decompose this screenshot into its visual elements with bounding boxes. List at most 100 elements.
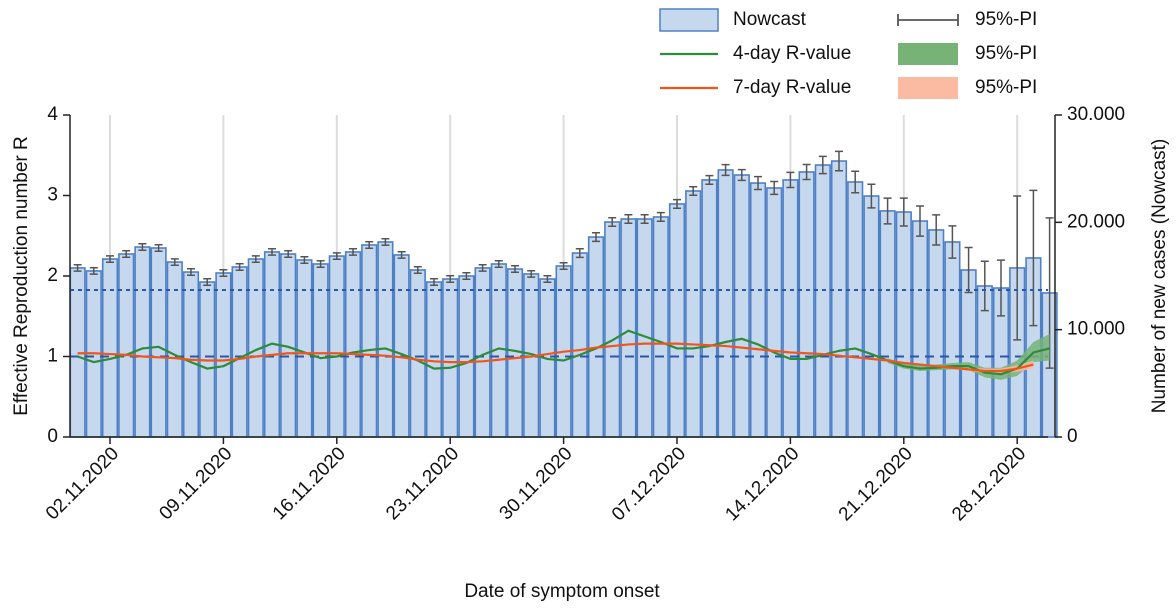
error-bar (462, 272, 471, 280)
error-bar (268, 247, 276, 256)
legend-label: 95%-PI (975, 9, 1037, 30)
error-bar (835, 150, 843, 172)
error-bar (73, 263, 82, 272)
error-bar (154, 244, 163, 252)
error-bar (624, 213, 633, 225)
error-bar (494, 260, 503, 268)
error-bar (138, 243, 147, 251)
bar (863, 195, 880, 438)
error-bar (1013, 195, 1022, 341)
bar (960, 269, 977, 438)
bar (506, 268, 524, 438)
bar (231, 266, 248, 438)
error-bar (397, 250, 406, 259)
error-bar (122, 250, 131, 258)
error-bar (332, 252, 341, 261)
bar (166, 261, 183, 438)
bar (879, 210, 896, 438)
bar (782, 179, 799, 438)
bar (911, 220, 929, 438)
x-tick-label: 21.12.2020 (835, 443, 917, 525)
bar (393, 254, 410, 438)
error-bar (673, 198, 681, 210)
error-bar (802, 163, 811, 181)
error-bar (980, 260, 989, 312)
x-tick-label: 23.11.2020 (382, 443, 463, 524)
legend-label: 4-day R-value (733, 43, 851, 64)
bar (571, 252, 588, 438)
legend-label: 95%-PI (975, 77, 1037, 98)
bar (766, 187, 783, 438)
bar (636, 218, 653, 438)
bar (425, 281, 443, 438)
x-tick-label: 09.11.2020 (155, 443, 236, 524)
bar (150, 247, 167, 438)
error-bar (1029, 189, 1038, 327)
bar (798, 171, 815, 438)
error-bar (413, 266, 422, 274)
error-bar (219, 269, 228, 277)
y-tick-label: 4 (47, 104, 58, 125)
y2-tick-label: 10.000 (1067, 319, 1125, 340)
error-bar (381, 238, 390, 246)
error-bar (867, 183, 876, 209)
error-bar (592, 231, 600, 243)
error-bar (235, 263, 244, 271)
error-bar (170, 258, 179, 267)
error-bar (754, 175, 762, 191)
error-bar (786, 171, 795, 189)
x-tick-label: 02.11.2020 (42, 443, 123, 524)
bar (361, 244, 378, 438)
error-bar (446, 275, 455, 283)
x-tick-label: 30.11.2020 (496, 443, 577, 524)
x-tick-label: 14.12.2020 (721, 443, 803, 525)
y2-tick-label: 0 (1067, 426, 1078, 447)
error-bar (300, 256, 309, 264)
error-bar (251, 255, 260, 264)
error-bar (575, 247, 584, 259)
bar (182, 271, 200, 438)
error-bar (316, 260, 325, 268)
bar (749, 182, 767, 438)
bar (604, 221, 621, 438)
bar (944, 241, 961, 438)
legend-swatch (898, 43, 958, 65)
error-bar (284, 250, 293, 258)
error-bar (365, 241, 374, 249)
legend-swatch (897, 14, 959, 26)
error-bar (608, 216, 617, 228)
error-bar (916, 205, 924, 237)
error-bar (527, 269, 536, 278)
bar (847, 181, 864, 438)
error-bar (737, 168, 746, 182)
error-bar (818, 155, 827, 175)
bar (701, 179, 718, 438)
error-bar (964, 246, 973, 294)
bar (717, 169, 734, 438)
x-tick-label: 28.12.2020 (948, 443, 1030, 525)
error-bar (430, 278, 438, 286)
legend-label: Nowcast (733, 9, 807, 30)
bar (668, 203, 686, 438)
error-bar (705, 174, 714, 185)
bar (895, 211, 912, 438)
x-tick-label: 16.11.2020 (269, 443, 350, 524)
error-bar (656, 211, 665, 223)
y-axis-title: Effective Reproduction number R (11, 136, 32, 416)
error-bar (770, 180, 779, 196)
bar (296, 259, 313, 438)
error-bar (559, 262, 568, 270)
bar (118, 253, 135, 438)
bar (620, 218, 637, 438)
error-bar (349, 247, 357, 256)
error-bar (106, 255, 114, 264)
error-bar (543, 275, 552, 283)
error-bar (511, 265, 519, 273)
bar (814, 164, 831, 438)
bar (328, 255, 345, 438)
bar (134, 246, 151, 438)
legend-swatch (659, 8, 719, 32)
bar (830, 160, 848, 438)
bar (928, 229, 945, 438)
